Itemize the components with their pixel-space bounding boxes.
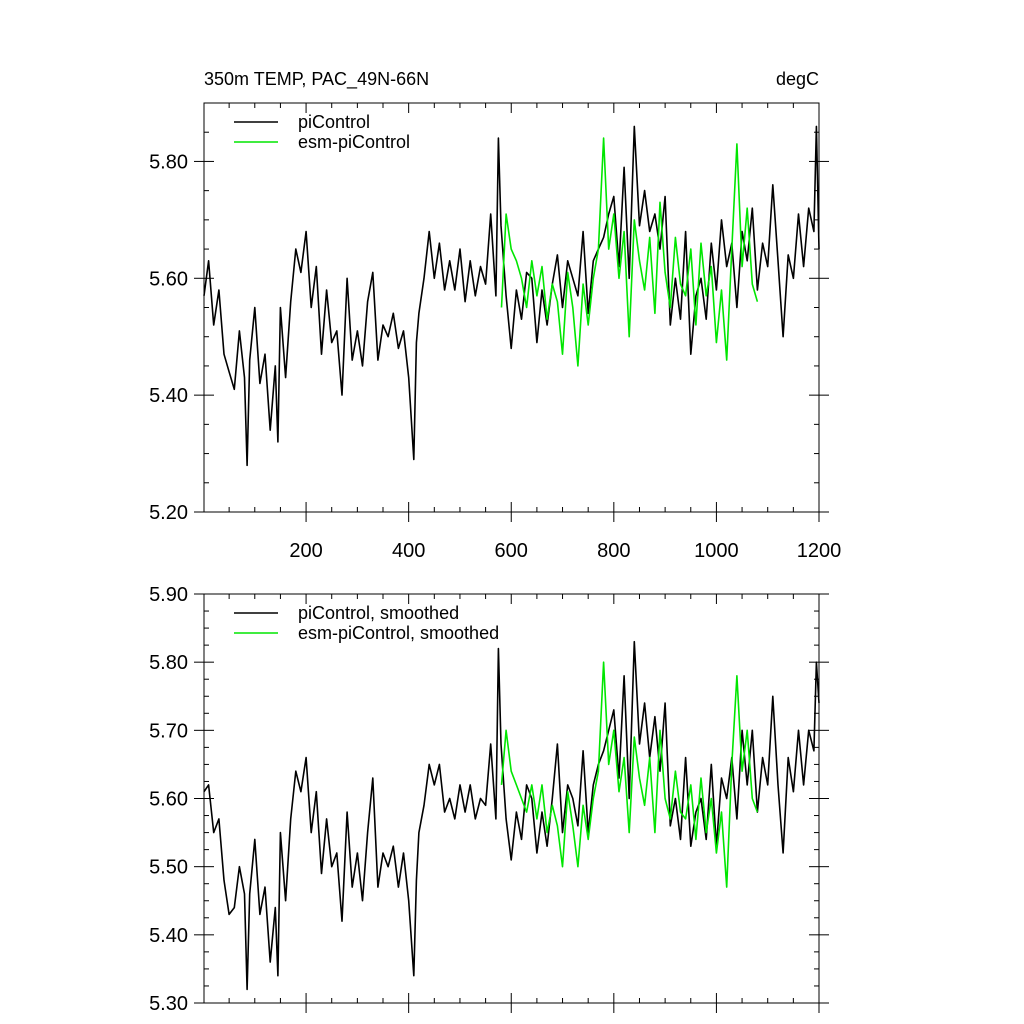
chart-title: 350m TEMP, PAC_49N-66N [204, 69, 429, 90]
plot-frame [203, 102, 820, 513]
legend-label: piControl [298, 112, 370, 132]
y-tick-label: 5.60 [149, 789, 188, 811]
legend-label: esm-piControl [298, 132, 410, 152]
x-tick-label: 1000 [694, 540, 739, 562]
y-tick-label: 5.40 [149, 925, 188, 947]
x-tick-label: 400 [392, 540, 425, 562]
y-tick-label: 5.90 [149, 584, 188, 606]
bottom-panel: 5.30 5.40 5.50 5.60 5.70 5.80 5.90 piControl, s… [149, 584, 829, 1015]
series-line-esm-picontrol [500, 137, 759, 367]
legend-label: esm-piControl, smoothed [298, 623, 499, 643]
series-line-picontrol [203, 640, 820, 991]
units-label: degC [776, 69, 819, 89]
x-tick-label: 200 [289, 540, 322, 562]
y-tick-label: 5.80 [149, 151, 188, 173]
top-panel: 5.20 5.40 5.60 5.80 200 400 600 800 1000 1200 350m… [149, 69, 841, 562]
y-tick-label: 5.60 [149, 268, 188, 290]
legend-label: piControl, smoothed [298, 603, 459, 623]
y-tick-label: 5.50 [149, 857, 188, 879]
y-tick-label: 5.80 [149, 652, 188, 674]
y-tick-label: 5.70 [149, 720, 188, 742]
y-tick-label: 5.40 [149, 385, 188, 407]
series-line-picontrol [203, 125, 820, 467]
y-tick-label: 5.30 [149, 993, 188, 1015]
y-tick-label: 5.20 [149, 502, 188, 524]
x-tick-label: 800 [597, 540, 630, 562]
series-line-esm-picontrol [500, 661, 759, 888]
x-tick-label: 1200 [797, 540, 842, 562]
x-tick-label: 600 [495, 540, 528, 562]
